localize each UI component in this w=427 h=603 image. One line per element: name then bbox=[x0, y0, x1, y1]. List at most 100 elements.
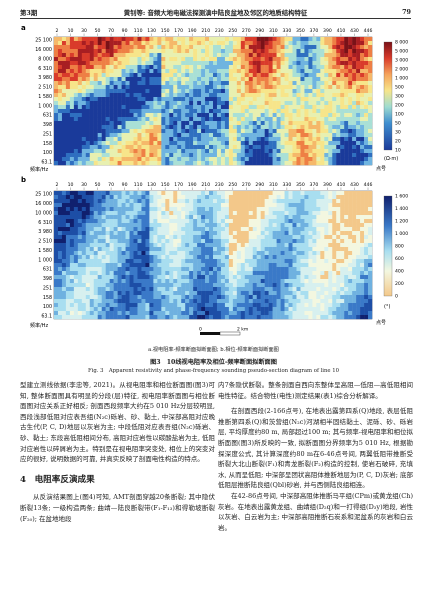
heatmap-cell bbox=[73, 207, 79, 212]
heatmap-cell bbox=[260, 93, 265, 98]
heatmap-cell bbox=[113, 267, 118, 272]
heatmap-cell bbox=[189, 271, 194, 276]
heatmap-cell bbox=[316, 223, 321, 228]
heatmap-cell bbox=[320, 271, 325, 276]
heatmap-cell bbox=[296, 199, 301, 204]
heatmap-cell bbox=[93, 81, 98, 86]
heatmap-cell bbox=[320, 153, 325, 158]
heatmap-cell bbox=[240, 153, 245, 158]
heatmap-cell bbox=[276, 125, 281, 130]
heatmap-cell bbox=[288, 149, 293, 154]
heatmap-cell bbox=[181, 161, 186, 166]
heatmap-cell bbox=[244, 145, 249, 150]
heatmap-cell bbox=[213, 49, 218, 54]
heatmap-cell bbox=[145, 101, 150, 106]
heatmap-cell bbox=[129, 199, 134, 204]
heatmap-cell bbox=[352, 77, 357, 82]
heatmap-cell bbox=[181, 149, 186, 154]
heatmap-cell bbox=[189, 211, 194, 216]
heatmap-cell bbox=[93, 267, 98, 272]
heatmap-cell bbox=[177, 243, 182, 248]
heatmap-cell bbox=[125, 101, 130, 106]
heatmap-cell bbox=[348, 199, 353, 204]
heatmap-cell bbox=[252, 279, 257, 284]
heatmap-cell bbox=[133, 45, 138, 50]
heatmap-cell bbox=[205, 207, 210, 212]
heatmap-cell bbox=[54, 161, 59, 166]
heatmap-cell bbox=[284, 295, 289, 300]
heatmap-cell bbox=[85, 207, 90, 212]
heatmap-cell bbox=[276, 191, 281, 196]
heatmap-cell bbox=[220, 69, 226, 74]
heatmap-cell bbox=[213, 129, 218, 134]
heatmap-cell bbox=[89, 133, 94, 138]
heatmap-cell bbox=[228, 69, 234, 74]
heatmap-cell bbox=[54, 137, 59, 142]
heatmap-cell bbox=[101, 105, 106, 110]
heatmap-cell bbox=[324, 287, 329, 292]
heatmap-cell bbox=[368, 57, 373, 62]
heatmap-cell bbox=[292, 61, 297, 66]
heatmap-cell bbox=[161, 235, 166, 240]
heatmap-cell bbox=[264, 247, 269, 252]
heatmap-cell bbox=[149, 157, 154, 162]
heatmap-cell bbox=[161, 227, 166, 232]
heatmap-cell bbox=[69, 287, 75, 292]
heatmap-cell bbox=[316, 49, 321, 54]
heatmap-cell bbox=[105, 53, 110, 58]
heatmap-cell bbox=[177, 97, 182, 102]
heatmap-cell bbox=[252, 133, 257, 138]
heatmap-cell bbox=[121, 41, 126, 46]
heatmap-cell bbox=[276, 291, 281, 296]
heatmap-cell bbox=[352, 235, 357, 240]
heatmap-cell bbox=[360, 149, 365, 154]
heatmap-cell bbox=[264, 255, 269, 260]
heatmap-cell bbox=[185, 203, 190, 208]
heatmap-cell bbox=[364, 259, 369, 264]
heatmap-cell bbox=[161, 81, 166, 86]
heatmap-cell bbox=[193, 125, 198, 130]
heatmap-cell bbox=[173, 195, 178, 200]
heatmap-cell bbox=[252, 291, 257, 296]
heatmap-cell bbox=[352, 57, 357, 62]
heatmap-cell bbox=[340, 191, 345, 196]
heatmap-cell bbox=[185, 267, 190, 272]
heatmap-cell bbox=[209, 291, 214, 296]
heatmap-cell bbox=[292, 89, 297, 94]
heatmap-cell bbox=[320, 69, 325, 74]
heatmap-cell bbox=[121, 259, 126, 264]
heatmap-cell bbox=[54, 109, 59, 114]
heatmap-cell bbox=[240, 45, 245, 50]
heatmap-cell bbox=[201, 231, 206, 236]
heatmap-cell bbox=[252, 97, 257, 102]
heatmap-cell bbox=[177, 279, 182, 284]
heatmap-cell bbox=[328, 37, 333, 42]
heatmap-cell bbox=[141, 101, 146, 106]
heatmap-cell bbox=[173, 263, 178, 268]
heatmap-cell bbox=[201, 129, 206, 134]
heatmap-cell bbox=[324, 191, 329, 196]
heatmap-cell bbox=[236, 137, 242, 142]
heatmap-cell bbox=[248, 255, 253, 260]
heatmap-cell bbox=[284, 101, 289, 106]
heatmap-cell bbox=[137, 239, 142, 244]
heatmap-cell bbox=[280, 113, 285, 118]
heatmap-cell bbox=[244, 157, 249, 162]
heatmap-cell bbox=[165, 255, 170, 260]
heatmap-cell bbox=[244, 259, 249, 264]
heatmap-cell bbox=[189, 121, 194, 126]
heatmap-cell bbox=[296, 191, 301, 196]
heatmap-cell bbox=[276, 61, 281, 66]
heatmap-cell bbox=[181, 263, 186, 268]
heatmap-cell bbox=[304, 105, 309, 110]
heatmap-cell bbox=[145, 259, 150, 264]
heatmap-cell bbox=[304, 85, 309, 90]
heatmap-cell bbox=[165, 105, 170, 110]
heatmap-cell bbox=[272, 65, 277, 70]
heatmap-cell bbox=[312, 243, 317, 248]
heatmap-cell bbox=[97, 199, 102, 204]
heatmap-cell bbox=[69, 255, 75, 260]
heatmap-cell bbox=[89, 267, 94, 272]
heatmap-cell bbox=[77, 141, 83, 146]
heatmap-cell bbox=[284, 215, 289, 220]
